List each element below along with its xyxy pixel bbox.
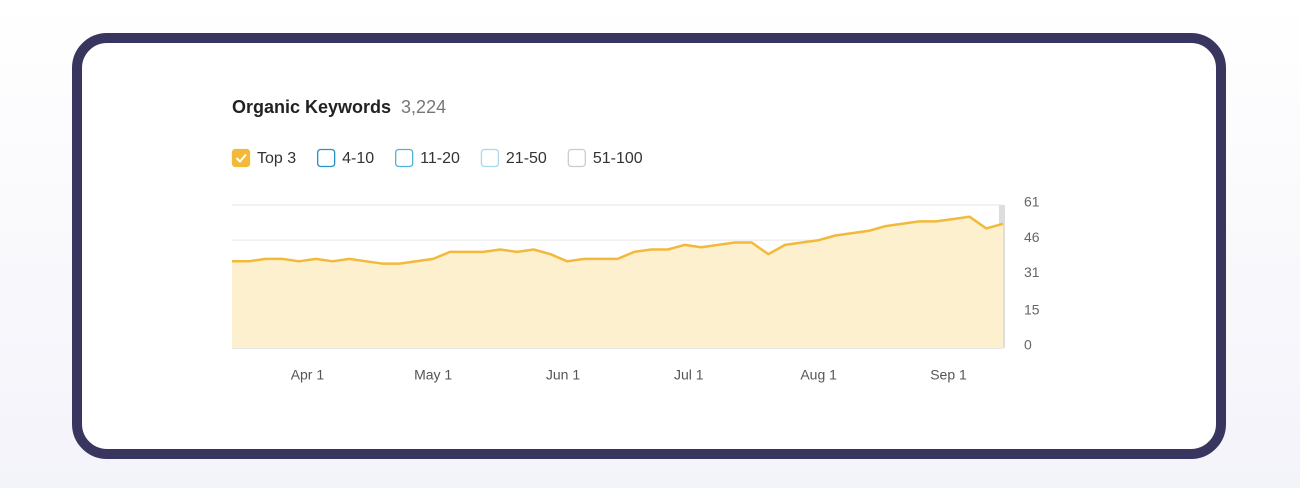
x-tick-label: Sep 1	[930, 367, 967, 383]
legend-checkbox[interactable]	[395, 148, 414, 168]
legend-label[interactable]: 21-50	[506, 150, 547, 167]
legend-label[interactable]: 11-20	[420, 150, 460, 167]
legend-label[interactable]: 4-10	[342, 150, 374, 167]
legend-checkbox[interactable]	[480, 148, 500, 168]
legend-checkbox[interactable]	[231, 148, 251, 168]
x-tick-label: May 1	[414, 367, 452, 383]
y-tick-label: 46	[1024, 229, 1040, 245]
area-fill	[232, 216, 1003, 348]
x-tick-label: Apr 1	[291, 367, 325, 383]
legend-checkbox[interactable]	[567, 148, 586, 168]
x-tick-label: Jul 1	[674, 367, 704, 383]
legend-label[interactable]: 51-100	[593, 150, 643, 167]
chart-title: Organic Keywords	[232, 97, 391, 117]
x-tick-label: Aug 1	[800, 367, 837, 383]
x-tick-label: Jun 1	[546, 367, 580, 383]
total-count: 3,224	[401, 97, 446, 117]
y-tick-label: 61	[1024, 194, 1040, 210]
y-tick-label: 0	[1024, 337, 1032, 353]
legend-checkbox[interactable]	[316, 148, 336, 168]
y-tick-label: 31	[1024, 264, 1040, 280]
y-tick-label: 15	[1024, 302, 1040, 318]
series-line	[232, 215, 1004, 265]
check-mark	[235, 153, 247, 163]
legend-label[interactable]: Top 3	[257, 150, 296, 167]
